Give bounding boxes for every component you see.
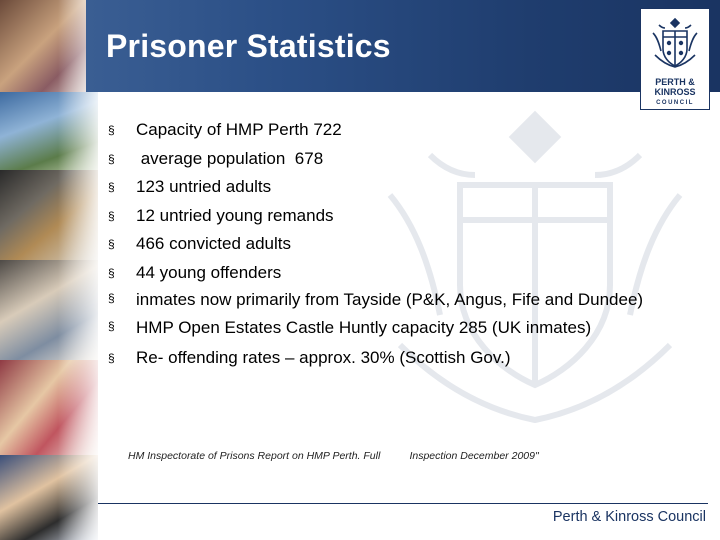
bullet-item: § average population 678: [108, 145, 648, 174]
council-logo: PERTH & KINROSS COUNCIL: [640, 8, 710, 110]
source-note: HM Inspectorate of Prisons Report on HMP…: [128, 450, 539, 462]
bullet-item: § HMP Open Estates Castle Huntly capacity…: [108, 316, 648, 340]
photo-collage: [0, 0, 98, 540]
bullet-marker: §: [108, 123, 115, 137]
bullet-marker: §: [108, 350, 115, 365]
bullet-text: 12 untried young remands: [136, 205, 334, 225]
crest-watermark: [387, 110, 683, 424]
bullet-item: § 44 young offenders: [108, 259, 648, 288]
bullet-text: average population 678: [136, 148, 324, 168]
bullet-item: § Capacity of HMP Perth 722: [108, 116, 648, 145]
logo-text-council: COUNCIL: [656, 100, 694, 106]
logo-text-kinross: KINROSS: [654, 87, 696, 97]
bullet-marker: §: [108, 151, 115, 166]
bullet-text: HMP Open Estates Castle Huntly capacity …: [136, 317, 592, 337]
bullet-item: § 123 untried adults: [108, 173, 648, 202]
photo-people-with-laptop: [0, 0, 98, 92]
footer-brand: Perth & Kinross Council: [552, 509, 706, 525]
bullet-text: inmates now primarily from Tayside (P&K,…: [136, 289, 644, 309]
bullet-item: § 12 untried young remands: [108, 202, 648, 231]
bullet-text: Capacity of HMP Perth 722: [136, 120, 342, 139]
photo-women-reading: [0, 360, 98, 455]
logo-text-perth: PERTH &: [655, 77, 695, 87]
bullet-item: § 466 convicted adults: [108, 230, 648, 259]
slide-title: Prisoner Statistics: [106, 28, 391, 64]
bullet-item: § Re- offending rates – approx. 30% (Scot…: [108, 344, 648, 373]
bullet-marker: §: [108, 180, 115, 195]
photo-workers-outdoors: [0, 92, 98, 170]
council-crest-icon: [652, 17, 698, 68]
bullet-text: 44 young offenders: [136, 262, 282, 282]
title-bar: [86, 0, 720, 92]
bullet-text: Re- offending rates – approx. 30% (Scott…: [136, 347, 511, 367]
bullet-marker: §: [108, 208, 115, 223]
photo-students: [0, 455, 98, 540]
bullet-text: 123 untried adults: [136, 177, 272, 197]
bullet-marker: §: [108, 318, 115, 333]
bullet-text: 466 convicted adults: [136, 234, 291, 254]
footer-divider: [98, 503, 708, 504]
bullet-marker: §: [108, 237, 115, 252]
bullet-marker: §: [108, 265, 115, 280]
bullet-marker: §: [108, 290, 115, 305]
photo-young-people: [0, 260, 98, 360]
photo-dog-and-vet: [0, 170, 98, 260]
bullet-item: § inmates now primarily from Tayside (P&K…: [108, 288, 648, 312]
bullet-list: § Capacity of HMP Perth 722 § average pop…: [108, 116, 648, 372]
